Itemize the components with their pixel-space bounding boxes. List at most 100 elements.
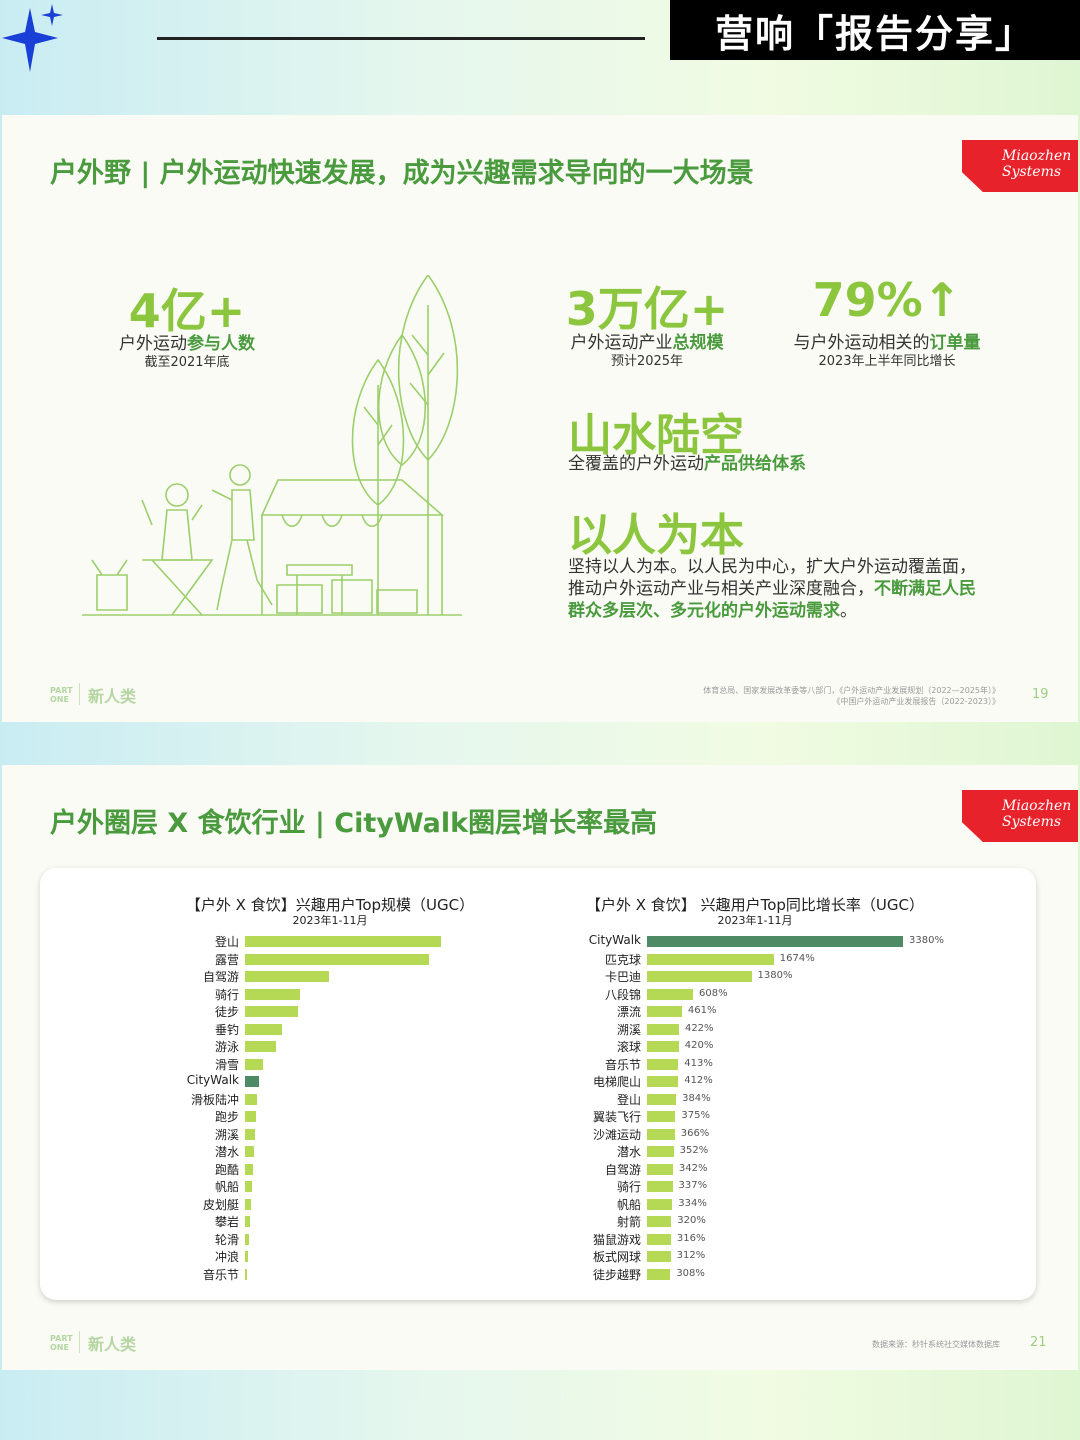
bar	[647, 1163, 673, 1175]
stat-orders-label: 与户外运动相关的订单量	[793, 333, 981, 353]
bar	[245, 936, 441, 947]
category-label: 登山	[214, 935, 239, 949]
sparkle-icon	[2, 4, 63, 72]
slide-title: 户外野 | 户外运动快速发展，成为兴趣需求导向的一大场景	[50, 158, 754, 189]
category-label: 徒步	[214, 1005, 239, 1019]
chart-left-subtitle: 2023年1-11月	[292, 914, 368, 927]
bar	[245, 1198, 251, 1210]
category-label: 冲浪	[214, 1250, 239, 1264]
category-label: 徒步越野	[592, 1267, 641, 1282]
footer-separator	[79, 1331, 80, 1353]
value-label: 1380%	[757, 970, 793, 981]
category-label: 匹克球	[604, 952, 641, 967]
page-number: 21	[1030, 1335, 1047, 1350]
bar	[245, 1076, 259, 1087]
category-label: 轮滑	[214, 1232, 239, 1247]
category-label: 电梯爬山	[592, 1075, 641, 1089]
bar	[245, 1146, 254, 1157]
category-label: 登山	[616, 1092, 641, 1107]
category-label: 攀岩	[214, 1215, 239, 1229]
miaozhen-logo: Miaozhen Systems	[962, 140, 1078, 192]
value-label: 352%	[679, 1145, 709, 1156]
value-label: 334%	[678, 1197, 707, 1209]
bar	[245, 1251, 248, 1262]
category-label: 猫鼠游戏	[592, 1232, 641, 1247]
category-label: 卡巴迪	[604, 970, 641, 984]
category-label: 自驾游	[202, 970, 239, 984]
bar	[245, 1268, 248, 1280]
bar	[245, 1181, 252, 1192]
category-label: 游泳	[214, 1040, 239, 1054]
value-label: 413%	[684, 1057, 713, 1069]
value-label: 312%	[676, 1250, 706, 1261]
slide-outdoor-growth: 户外野 | 户外运动快速发展，成为兴趣需求导向的一大场景 Miaozhen Sy…	[2, 115, 1078, 722]
slide-citywalk-growth: 户外圈层 X 食饮行业 | CityWalk圈层增长率最高 Miaozhen S…	[2, 765, 1078, 1370]
value-label: 422%	[684, 1022, 714, 1034]
category-label: 滚球	[616, 1040, 641, 1054]
bar	[245, 1233, 249, 1245]
category-label: 帆船	[214, 1180, 239, 1194]
value-label: 320%	[677, 1215, 706, 1226]
category-label: 跑酷	[214, 1162, 239, 1177]
bar	[647, 988, 694, 1000]
value-label: 384%	[682, 1092, 711, 1104]
bar	[647, 1146, 674, 1157]
chart-right-title: 【户外 X 食饮】 兴趣用户Top同比增长率（UGC）	[586, 896, 924, 914]
value-label: 366%	[680, 1127, 710, 1139]
category-label: 骑行	[214, 987, 239, 1002]
category-label: 骑行	[616, 1180, 641, 1194]
footer-part-label: PART ONE	[50, 1334, 73, 1352]
bar	[245, 1058, 263, 1070]
footer-source: 体育总局、国家发展改革委等八部门，《户外运动产业发展规划（2022—2025年）…	[703, 686, 1000, 706]
slide-title: 户外圈层 X 食饮行业 | CityWalk圈层增长率最高	[50, 808, 658, 839]
value-label: 3380%	[909, 935, 944, 946]
stat-participants-sub: 截至2021年底	[144, 355, 230, 370]
stat-participants-value: 4亿+	[128, 284, 246, 338]
category-label: 射箭	[616, 1215, 641, 1229]
category-label: 露营	[214, 952, 239, 967]
bar	[245, 1023, 283, 1035]
bar	[245, 953, 430, 965]
section-heading-coverage: 山水陆空	[568, 410, 744, 461]
category-label: 滑板陆冲	[190, 1092, 239, 1107]
chart-card: 【户外 X 食饮】兴趣用户Top规模（UGC） 2023年1-11月 登山 露营自…	[40, 868, 1036, 1300]
bar	[245, 988, 300, 1000]
value-label: 375%	[681, 1110, 710, 1121]
value-label: 316%	[676, 1232, 706, 1244]
bar	[647, 1058, 679, 1070]
logo-line-1: Miaozhen	[1002, 798, 1072, 814]
category-label: 溯溪	[616, 1022, 641, 1037]
bar	[647, 953, 774, 965]
footer-source: 数据来源：秒针系统社交媒体数据库	[872, 1340, 1000, 1349]
stat-industry-sub: 预计2025年	[610, 354, 684, 369]
category-label: CityWalk	[186, 1073, 239, 1087]
category-label: 潜水	[616, 1145, 641, 1159]
stat-orders-sub: 2023年上半年同比增长	[818, 354, 956, 369]
category-label: 皮划艇	[202, 1197, 239, 1212]
logo-line-1: Miaozhen	[1002, 148, 1072, 164]
category-label: 板式网球	[592, 1250, 641, 1264]
bar	[647, 971, 752, 982]
bar	[647, 1093, 677, 1105]
value-label: 608%	[699, 987, 728, 999]
category-label: 潜水	[214, 1145, 239, 1159]
value-label: 420%	[684, 1040, 714, 1051]
footer-part-label: PART ONE	[50, 686, 73, 704]
stat-industry-label: 户外运动产业总规模	[570, 333, 724, 353]
category-label: 沙滩运动	[592, 1127, 641, 1142]
value-label: 412%	[684, 1075, 713, 1086]
value-label: 461%	[687, 1005, 717, 1016]
bar	[245, 1163, 253, 1175]
category-label: 跑步	[214, 1110, 239, 1124]
bar	[647, 1198, 673, 1210]
section-text-people: 坚持以人为本。以人民为中心，扩大户外运动覆盖面，推动户外运动产业与相关产业深度融…	[568, 557, 976, 621]
category-label: 垂钓	[214, 1022, 239, 1037]
category-label: 溯溪	[214, 1127, 239, 1142]
chart-right-subtitle: 2023年1-11月	[717, 914, 793, 927]
bar	[245, 1216, 250, 1227]
section-text-coverage: 全覆盖的户外运动产品供给体系	[568, 454, 806, 474]
bar	[647, 1006, 682, 1017]
header-divider-line	[157, 37, 645, 40]
bar	[647, 1268, 671, 1280]
category-label: 音乐节	[604, 1057, 641, 1072]
